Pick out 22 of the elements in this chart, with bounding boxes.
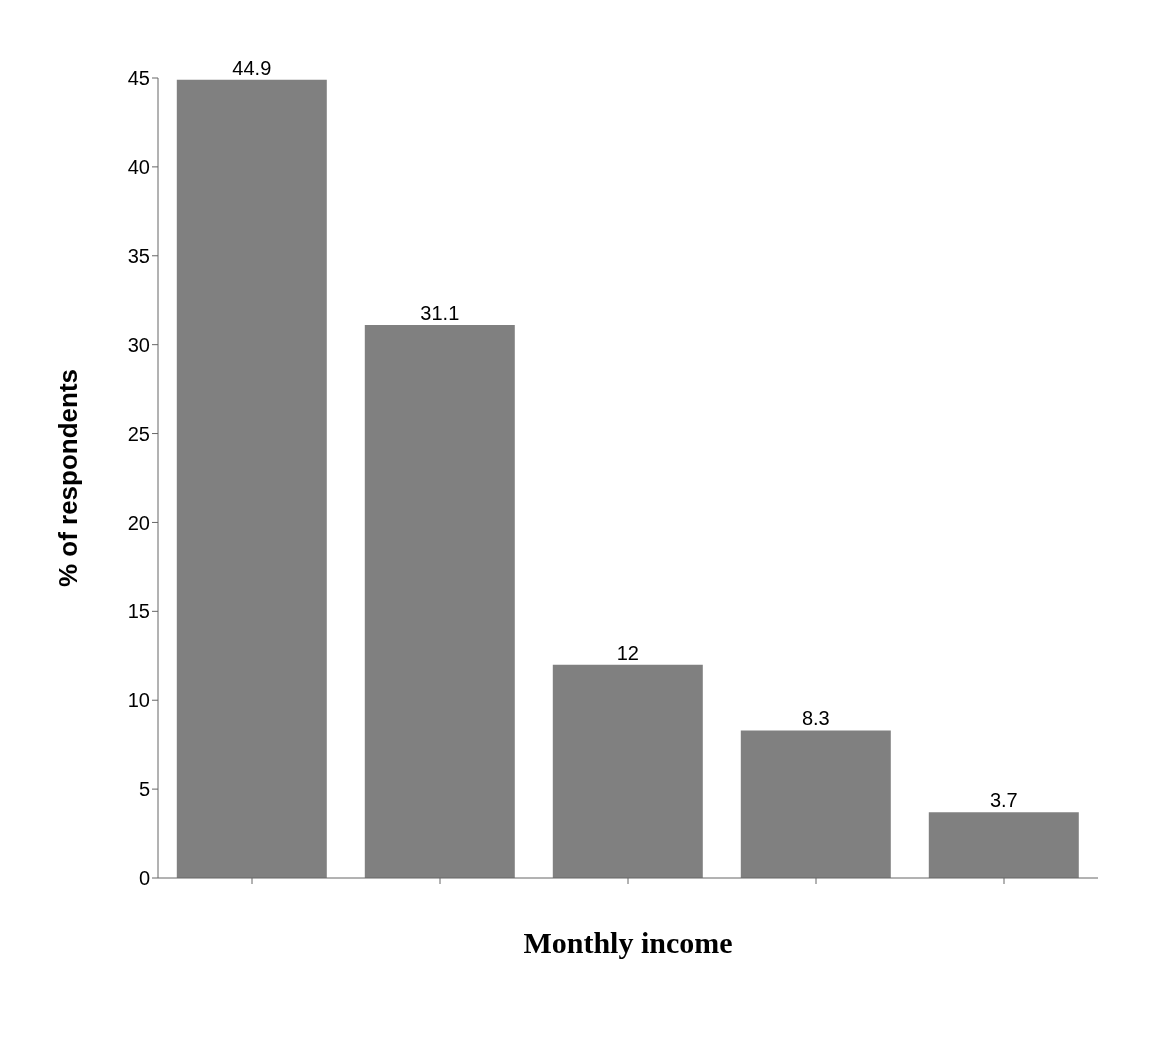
data-label: 3.7 [989, 789, 1018, 812]
y-tick-label: 30 [127, 333, 150, 356]
y-tick-label: 25 [127, 422, 150, 445]
y-tick-label: 45 [127, 67, 150, 90]
y-tick-label: 40 [127, 155, 150, 178]
y-tick-label: 20 [127, 511, 150, 534]
y-tick-label: 10 [127, 689, 150, 712]
y-tick-label: 35 [127, 244, 150, 267]
data-label: 31.1 [420, 302, 460, 325]
bar [176, 79, 327, 878]
data-label: 12 [616, 641, 639, 664]
bar [364, 325, 515, 878]
y-tick-label: 5 [138, 778, 150, 801]
y-tick-label: 15 [127, 600, 150, 623]
bar [740, 730, 891, 878]
x-axis-title: Monthly income [523, 926, 733, 959]
bar [928, 812, 1079, 878]
data-label: 44.9 [232, 56, 272, 79]
y-axis-title: % of respondents [53, 368, 84, 588]
y-tick-label: 0 [138, 867, 150, 890]
bar [552, 664, 703, 878]
data-label: 8.3 [801, 707, 830, 730]
